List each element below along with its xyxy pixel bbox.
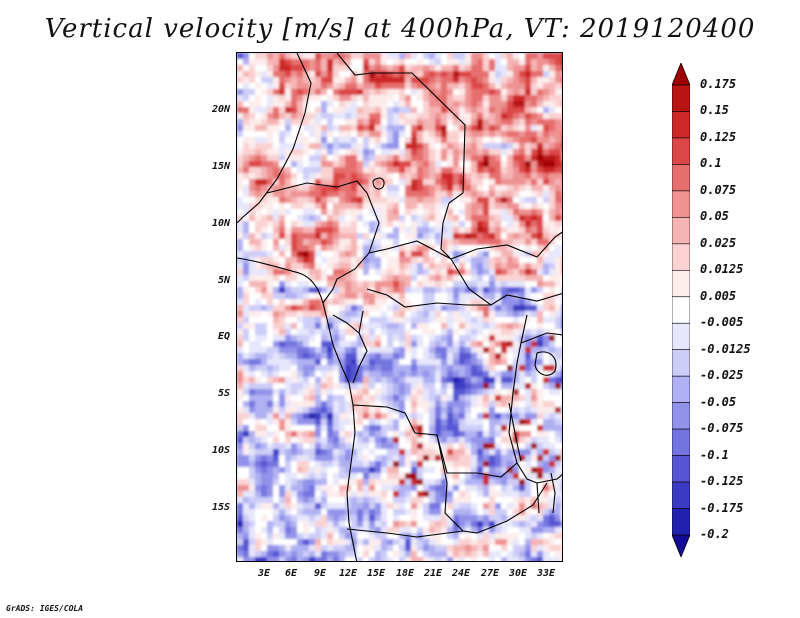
- colorbar-swatch: [672, 349, 690, 377]
- colorbar-swatch: [672, 243, 690, 271]
- colorbar-swatch: [672, 137, 690, 165]
- colorbar-swatch: [672, 481, 690, 509]
- lat-label-10n: 10N: [211, 218, 230, 229]
- border-libya-chad: [372, 72, 466, 204]
- colorbar-label: -0.05: [700, 394, 737, 409]
- colorbar-label: 0.175: [700, 77, 737, 91]
- colorbar-bottom-arrow: [672, 534, 690, 557]
- colorbar-label: -0.175: [700, 500, 744, 515]
- colorbar-swatch: [672, 84, 690, 112]
- colorbar-label: 0.15: [700, 103, 729, 118]
- colorbar-label: -0.2: [700, 527, 729, 541]
- lat-label-15s: 15S: [211, 502, 230, 513]
- colorbar-swatch: [672, 164, 690, 192]
- colorbar-label: 0.025: [700, 235, 737, 250]
- colorbar-swatch: [672, 455, 690, 483]
- colorbar-label: 0.075: [700, 182, 737, 197]
- colorbar-label: 0.05: [700, 209, 729, 224]
- border-congo-drc: [352, 310, 368, 384]
- lon-label-9e: 9E: [313, 568, 327, 579]
- velocity-map: [236, 52, 563, 562]
- lat-label-15n: 15N: [211, 161, 230, 172]
- border-car-drc: [366, 288, 491, 308]
- border-angola-namibia: [346, 528, 464, 538]
- border-chad-sudan: [440, 202, 452, 260]
- velocity-field: [237, 53, 562, 561]
- colorbar-swatch: [672, 402, 690, 430]
- colorbar-label: -0.0125: [700, 341, 751, 356]
- lat-label-20n: 20N: [211, 104, 230, 115]
- colorbar-label: -0.1: [700, 447, 729, 462]
- colorbar-swatch: [672, 428, 690, 456]
- lon-label-33e: 33E: [536, 568, 556, 579]
- lon-label-27e: 27E: [480, 568, 500, 579]
- border-nigeria-cameroon: [322, 192, 380, 304]
- colorbar-swatch: [672, 375, 690, 403]
- lon-label-6e: 6E: [284, 568, 298, 579]
- country-borders: [237, 53, 562, 561]
- border-niger-nigeria: [266, 180, 368, 194]
- border-sudan-southsudan: [450, 231, 562, 260]
- lon-label-24e: 24E: [451, 568, 471, 579]
- grads-credit: GrADS: IGES/COLA: [6, 604, 84, 613]
- colorbar-label: 0.1: [700, 156, 722, 171]
- lon-label-18e: 18E: [395, 568, 415, 579]
- coastline: [237, 53, 312, 224]
- border-gabon-congo: [332, 314, 360, 334]
- colorbar-label: -0.005: [700, 315, 744, 330]
- border-drc-east: [508, 314, 540, 514]
- border-angola-zambia: [436, 434, 478, 534]
- colorbar-swatch: [672, 111, 690, 139]
- border-tanzania: [536, 473, 562, 484]
- border-uganda: [520, 332, 562, 344]
- lon-label-12e: 12E: [338, 568, 358, 579]
- lat-label-10s: 10S: [211, 445, 230, 456]
- lake-malawi: [550, 472, 556, 514]
- lon-label-30e: 30E: [508, 568, 528, 579]
- colorbar-top-arrow: [672, 63, 690, 86]
- colorbar-label: 0.005: [700, 288, 737, 303]
- colorbar-swatch: [672, 217, 690, 245]
- lake-chad: [372, 177, 385, 190]
- border-cameroon-car: [368, 240, 562, 306]
- colorbar-swatch: [672, 322, 690, 351]
- lat-label-5s: 5S: [217, 388, 230, 399]
- border-zambia-south: [476, 482, 548, 534]
- colorbar-swatch: [672, 190, 690, 218]
- colorbar-label: -0.075: [700, 421, 744, 436]
- colorbar-label: 0.125: [700, 129, 737, 144]
- lat-label-eq: EQ: [217, 331, 230, 342]
- chart-title: Vertical velocity [m/s] at 400hPa, VT: 2…: [44, 14, 756, 44]
- lat-label-5n: 5N: [217, 275, 230, 286]
- lon-label-3e: 3E: [257, 568, 271, 579]
- lake-tanganyika: [508, 402, 522, 462]
- colorbar: [672, 63, 690, 557]
- border-niger-chad: [336, 53, 373, 76]
- coastline-west-africa: [237, 257, 358, 561]
- colorbar-label: -0.125: [700, 474, 744, 489]
- lake-victoria: [534, 351, 557, 376]
- colorbar-swatch: [672, 508, 690, 536]
- colorbar-swatch: [672, 296, 690, 324]
- colorbar-label: 0.0125: [700, 262, 744, 277]
- lon-label-21e: 21E: [423, 568, 443, 579]
- colorbar-swatch: [672, 269, 690, 298]
- lon-label-15e: 15E: [366, 568, 386, 579]
- colorbar-label: -0.025: [700, 368, 744, 383]
